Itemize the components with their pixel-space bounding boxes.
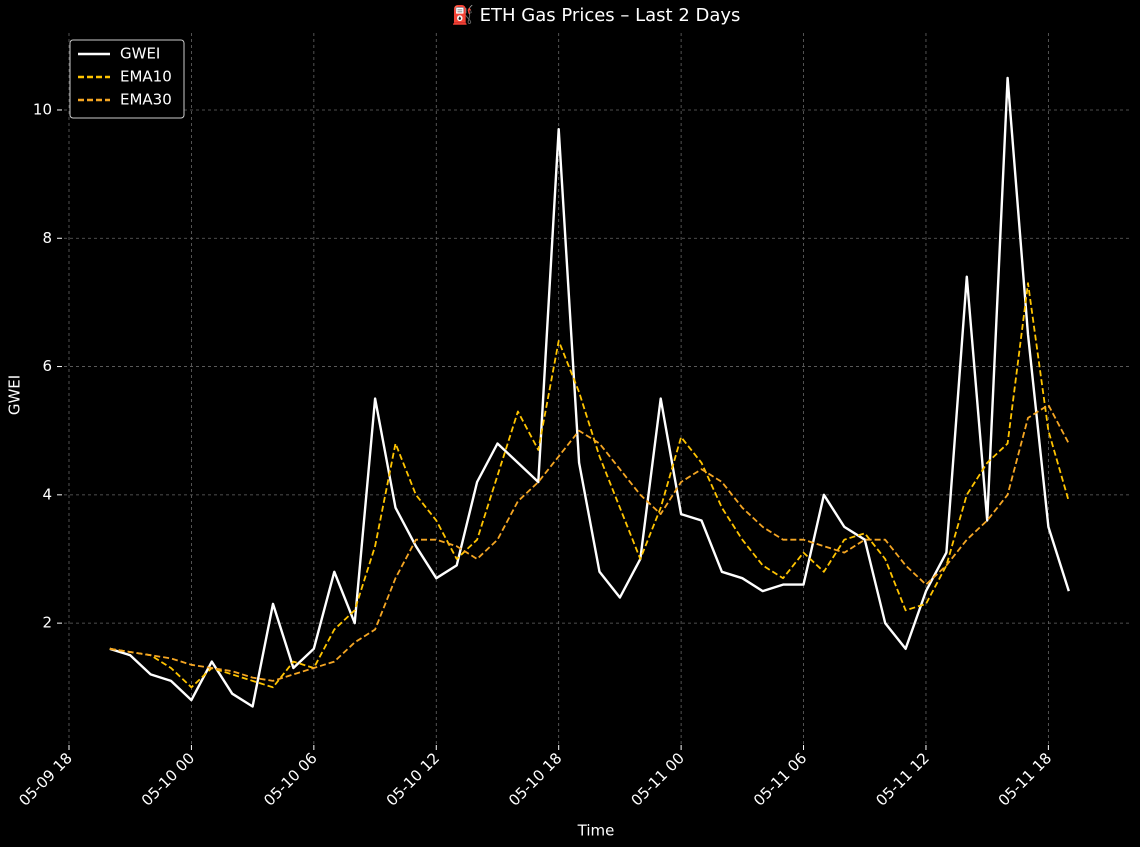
y-tick-label: 10 xyxy=(33,100,52,118)
legend-box xyxy=(69,39,185,119)
x-axis-label: Time xyxy=(577,822,615,840)
x-tick-label: 05-10 18 xyxy=(505,749,565,809)
y-axis-label: GWEI xyxy=(6,375,24,415)
x-tick-label: 05-09 18 xyxy=(15,749,75,809)
y-tick-label: 4 xyxy=(42,485,52,503)
y-tick-label: 8 xyxy=(42,229,52,247)
data-line xyxy=(109,282,1070,689)
y-tick-label: 6 xyxy=(42,357,52,375)
x-tick-label: 05-10 12 xyxy=(383,749,443,809)
data-line xyxy=(109,76,1070,708)
x-tick-label: 05-11 00 xyxy=(628,749,688,809)
x-tick-label: 05-10 06 xyxy=(260,749,320,809)
data-line xyxy=(109,404,1070,682)
legend-label: EMA30 xyxy=(120,91,172,109)
x-tick-label: 05-11 18 xyxy=(995,749,1055,809)
chart-title: ⛽ ETH Gas Prices – Last 2 Days xyxy=(452,4,741,26)
y-tick-label: 2 xyxy=(42,614,52,632)
legend-label: GWEI xyxy=(120,45,160,63)
x-tick-label: 05-10 00 xyxy=(138,749,198,809)
x-tick-label: 05-11 06 xyxy=(750,749,810,809)
legend: GWEI EMA10 EMA30 xyxy=(69,39,185,119)
legend-label: EMA10 xyxy=(120,68,172,86)
x-tick-label: 05-11 12 xyxy=(872,749,932,809)
